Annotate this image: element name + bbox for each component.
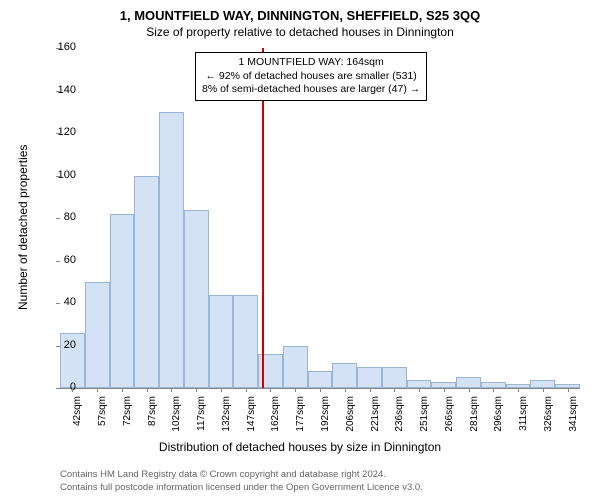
x-tick-label: 311sqm	[518, 396, 529, 446]
x-tick-label: 102sqm	[171, 396, 182, 446]
x-tick-mark	[320, 388, 321, 392]
x-tick-label: 266sqm	[444, 396, 455, 446]
x-tick-mark	[221, 388, 222, 392]
histogram-bar	[283, 346, 308, 389]
x-tick-mark	[147, 388, 148, 392]
y-tick-label: 160	[46, 41, 76, 53]
histogram-bar	[233, 295, 258, 389]
x-tick-mark	[394, 388, 395, 392]
x-tick-mark	[568, 388, 569, 392]
footer-line-1: Contains HM Land Registry data © Crown c…	[60, 469, 423, 481]
histogram-chart: 1, MOUNTFIELD WAY, DINNINGTON, SHEFFIELD…	[0, 0, 600, 500]
x-tick-mark	[543, 388, 544, 392]
chart-title-main: 1, MOUNTFIELD WAY, DINNINGTON, SHEFFIELD…	[0, 0, 600, 23]
x-tick-label: 251sqm	[419, 396, 430, 446]
y-tick-label: 100	[46, 169, 76, 181]
y-tick-mark	[56, 388, 60, 389]
x-tick-mark	[370, 388, 371, 392]
histogram-bar	[209, 295, 234, 389]
x-tick-mark	[246, 388, 247, 392]
histogram-bar	[85, 282, 110, 388]
y-tick-label: 60	[46, 254, 76, 266]
histogram-bar	[184, 210, 209, 389]
x-tick-label: 236sqm	[394, 396, 405, 446]
x-tick-label: 147sqm	[246, 396, 257, 446]
y-tick-mark	[56, 218, 60, 219]
x-tick-mark	[345, 388, 346, 392]
annotation-line: 1 MOUNTFIELD WAY: 164sqm	[202, 56, 420, 70]
y-tick-mark	[56, 303, 60, 304]
histogram-bar	[382, 367, 407, 388]
y-tick-mark	[56, 176, 60, 177]
x-tick-label: 132sqm	[221, 396, 232, 446]
histogram-bar	[530, 380, 555, 389]
x-tick-label: 281sqm	[469, 396, 480, 446]
x-tick-mark	[196, 388, 197, 392]
x-tick-label: 326sqm	[543, 396, 554, 446]
x-tick-mark	[97, 388, 98, 392]
y-tick-label: 20	[46, 339, 76, 351]
x-tick-label: 57sqm	[97, 396, 108, 446]
y-tick-mark	[56, 261, 60, 262]
x-tick-mark	[171, 388, 172, 392]
y-tick-mark	[56, 346, 60, 347]
x-tick-mark	[444, 388, 445, 392]
x-tick-label: 221sqm	[370, 396, 381, 446]
x-tick-label: 72sqm	[122, 396, 133, 446]
y-tick-mark	[56, 133, 60, 134]
x-tick-mark	[419, 388, 420, 392]
y-tick-label: 80	[46, 211, 76, 223]
x-tick-label: 87sqm	[147, 396, 158, 446]
x-tick-mark	[270, 388, 271, 392]
histogram-bar	[332, 363, 357, 389]
x-tick-mark	[518, 388, 519, 392]
annotation-line: 8% of semi-detached houses are larger (4…	[202, 83, 420, 97]
plot-area: 1 MOUNTFIELD WAY: 164sqm← 92% of detache…	[60, 48, 580, 389]
annotation-line: ← 92% of detached houses are smaller (53…	[202, 70, 420, 84]
x-tick-mark	[72, 388, 73, 392]
histogram-bar	[357, 367, 382, 388]
y-tick-mark	[56, 91, 60, 92]
x-tick-label: 341sqm	[568, 396, 579, 446]
x-tick-mark	[493, 388, 494, 392]
chart-title-sub: Size of property relative to detached ho…	[0, 23, 600, 39]
histogram-bar	[110, 214, 135, 388]
x-tick-label: 42sqm	[72, 396, 83, 446]
histogram-bar	[456, 377, 481, 388]
histogram-bar	[159, 112, 184, 388]
y-tick-label: 140	[46, 84, 76, 96]
histogram-bar	[308, 371, 333, 388]
footer-line-2: Contains full postcode information licen…	[60, 482, 423, 494]
histogram-bar	[134, 176, 159, 389]
x-tick-label: 177sqm	[295, 396, 306, 446]
x-tick-label: 206sqm	[345, 396, 356, 446]
histogram-bar	[407, 380, 432, 389]
annotation-box: 1 MOUNTFIELD WAY: 164sqm← 92% of detache…	[195, 52, 427, 101]
x-tick-mark	[469, 388, 470, 392]
x-tick-label: 117sqm	[196, 396, 207, 446]
y-tick-mark	[56, 48, 60, 49]
x-tick-label: 192sqm	[320, 396, 331, 446]
y-tick-label: 40	[46, 296, 76, 308]
x-tick-mark	[295, 388, 296, 392]
x-tick-label: 162sqm	[270, 396, 281, 446]
y-axis-label: Number of detached properties	[16, 145, 30, 310]
x-tick-label: 296sqm	[493, 396, 504, 446]
y-tick-label: 120	[46, 126, 76, 138]
chart-footer: Contains HM Land Registry data © Crown c…	[60, 469, 423, 494]
x-tick-mark	[122, 388, 123, 392]
